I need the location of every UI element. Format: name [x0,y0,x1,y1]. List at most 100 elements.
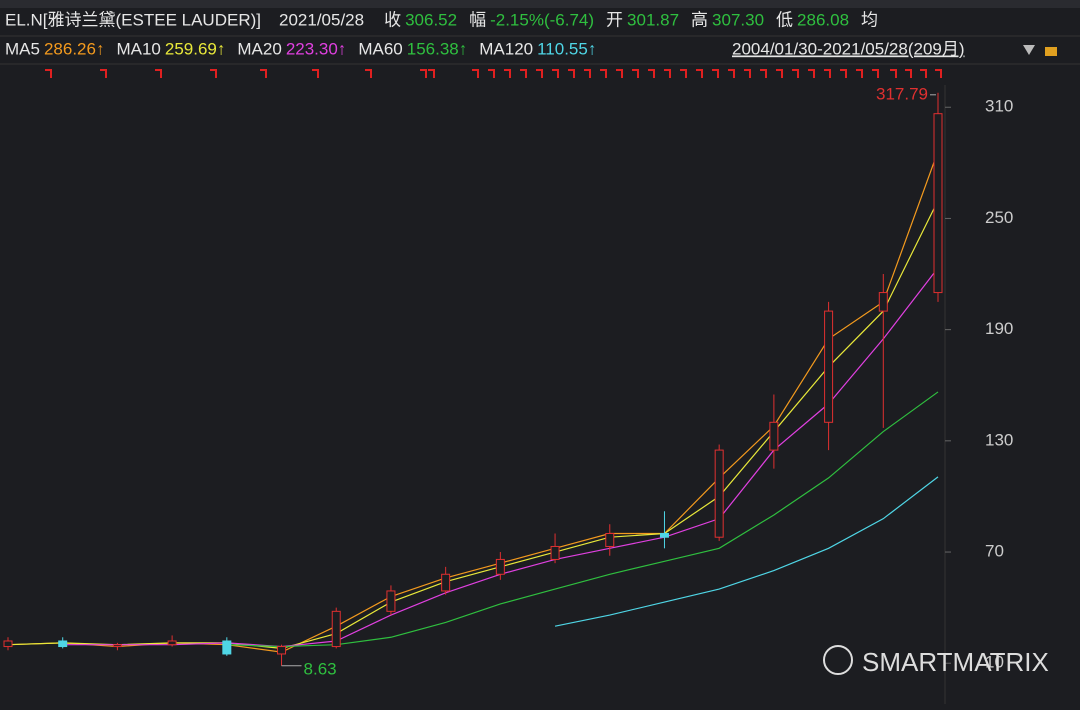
candle-body [112,644,122,648]
signal-marker [712,69,719,78]
ma-line [226,391,939,648]
signal-marker [905,69,912,78]
header-open-label: 开 [606,10,623,29]
header-close: 306.52 [405,10,457,29]
signal-marker [100,69,107,78]
signal-marker [840,69,847,78]
date-range[interactable]: 2004/01/30-2021/05/28(209月) [732,39,965,58]
wechat-icon [823,645,853,675]
signal-marker [488,69,495,78]
signal-marker [210,69,217,78]
candle-body [3,640,13,648]
y-tick-label: 190 [985,319,1013,338]
signal-marker [648,69,655,78]
candle-body [167,640,177,646]
ma-name: MA60 [358,39,402,58]
candle-body [495,558,505,575]
header-high-label: 高 [691,10,708,29]
candle-body [933,113,943,294]
ma-value: 223.30↑ [286,39,347,58]
signal-marker [472,69,479,78]
signal-marker [45,69,52,78]
tab-bar [0,0,1080,8]
candle-body [222,640,232,655]
candle-body [605,532,615,547]
signal-marker [824,69,831,78]
signal-marker [696,69,703,78]
signal-marker [584,69,591,78]
signal-marker [920,69,927,78]
y-tick-label: 310 [985,97,1013,116]
header-symbol: EL.N[雅诗兰黛(ESTEE LAUDER)] [5,10,261,29]
header-change: -2.15%(-6.74) [490,10,594,29]
ma-value: 259.69↑ [165,39,226,58]
signal-marker [890,69,897,78]
min-label: 8.63 [304,659,337,678]
ma-name: MA5 [5,39,40,58]
candle-body [441,573,451,592]
ma-value: 156.38↑ [407,39,468,58]
y-tick-label: 130 [985,430,1013,449]
candle-body [769,421,779,451]
candle-body [824,310,834,423]
signal-marker [792,69,799,78]
signal-marker [312,69,319,78]
signal-marker [680,69,687,78]
ma-value: 110.55↑ [537,39,596,58]
candle-body [277,646,287,655]
ma-name: MA20 [237,39,281,58]
signal-marker [155,69,162,78]
header: EL.N[雅诗兰黛(ESTEE LAUDER)] 2021/05/28 收 306.5… [5,10,878,29]
signal-marker [872,69,879,78]
max-label: 317.79 [876,84,928,103]
signal-marker [568,69,575,78]
header-change-label: 幅 [469,10,486,29]
signal-marker [728,69,735,78]
ma-line [7,200,939,650]
watermark: SMARTMATRIX [862,647,1049,677]
ma-value: 286.26↑ [44,39,105,58]
signal-marker [260,69,267,78]
header-close-label: 收 [384,10,401,29]
candle-body [659,532,669,538]
signal-marker [776,69,783,78]
ma-legend: MA5 286.26↑ MA10 259.69↑ MA20 223.30↑ MA60 156.… [5,39,596,58]
y-tick-label: 10 [985,653,1004,672]
signal-markers [45,69,942,78]
signal-marker [420,69,427,78]
y-tick-label: 70 [985,542,1004,561]
header-date: 2021/05/28 [279,10,364,29]
lock-icon[interactable] [1045,47,1057,56]
candle-body [331,610,341,648]
header-high: 307.30 [712,10,764,29]
header-low: 286.08 [797,10,849,29]
dropdown-icon[interactable] [1023,45,1035,55]
header-avg-label: 均 [861,10,878,29]
candle-body [550,545,560,560]
signal-marker [520,69,527,78]
header-open: 301.87 [627,10,679,29]
signal-marker [808,69,815,78]
header-low-label: 低 [776,10,793,29]
signal-marker [616,69,623,78]
signal-marker [744,69,751,78]
ma-name: MA10 [116,39,160,58]
candle-body [714,449,724,538]
ma-name: MA120 [479,39,533,58]
signal-marker [428,69,435,78]
plot: 310 250 190 130 70 10 317.79 8.63 [3,84,1013,704]
candle-body [58,640,68,648]
candle-body [878,292,888,312]
signal-marker [536,69,543,78]
signal-marker [935,69,942,78]
signal-marker [760,69,767,78]
ma-line [554,476,939,627]
signal-marker [664,69,671,78]
signal-marker [552,69,559,78]
candle-body [386,590,396,612]
y-tick-label: 250 [985,208,1013,227]
signal-marker [600,69,607,78]
